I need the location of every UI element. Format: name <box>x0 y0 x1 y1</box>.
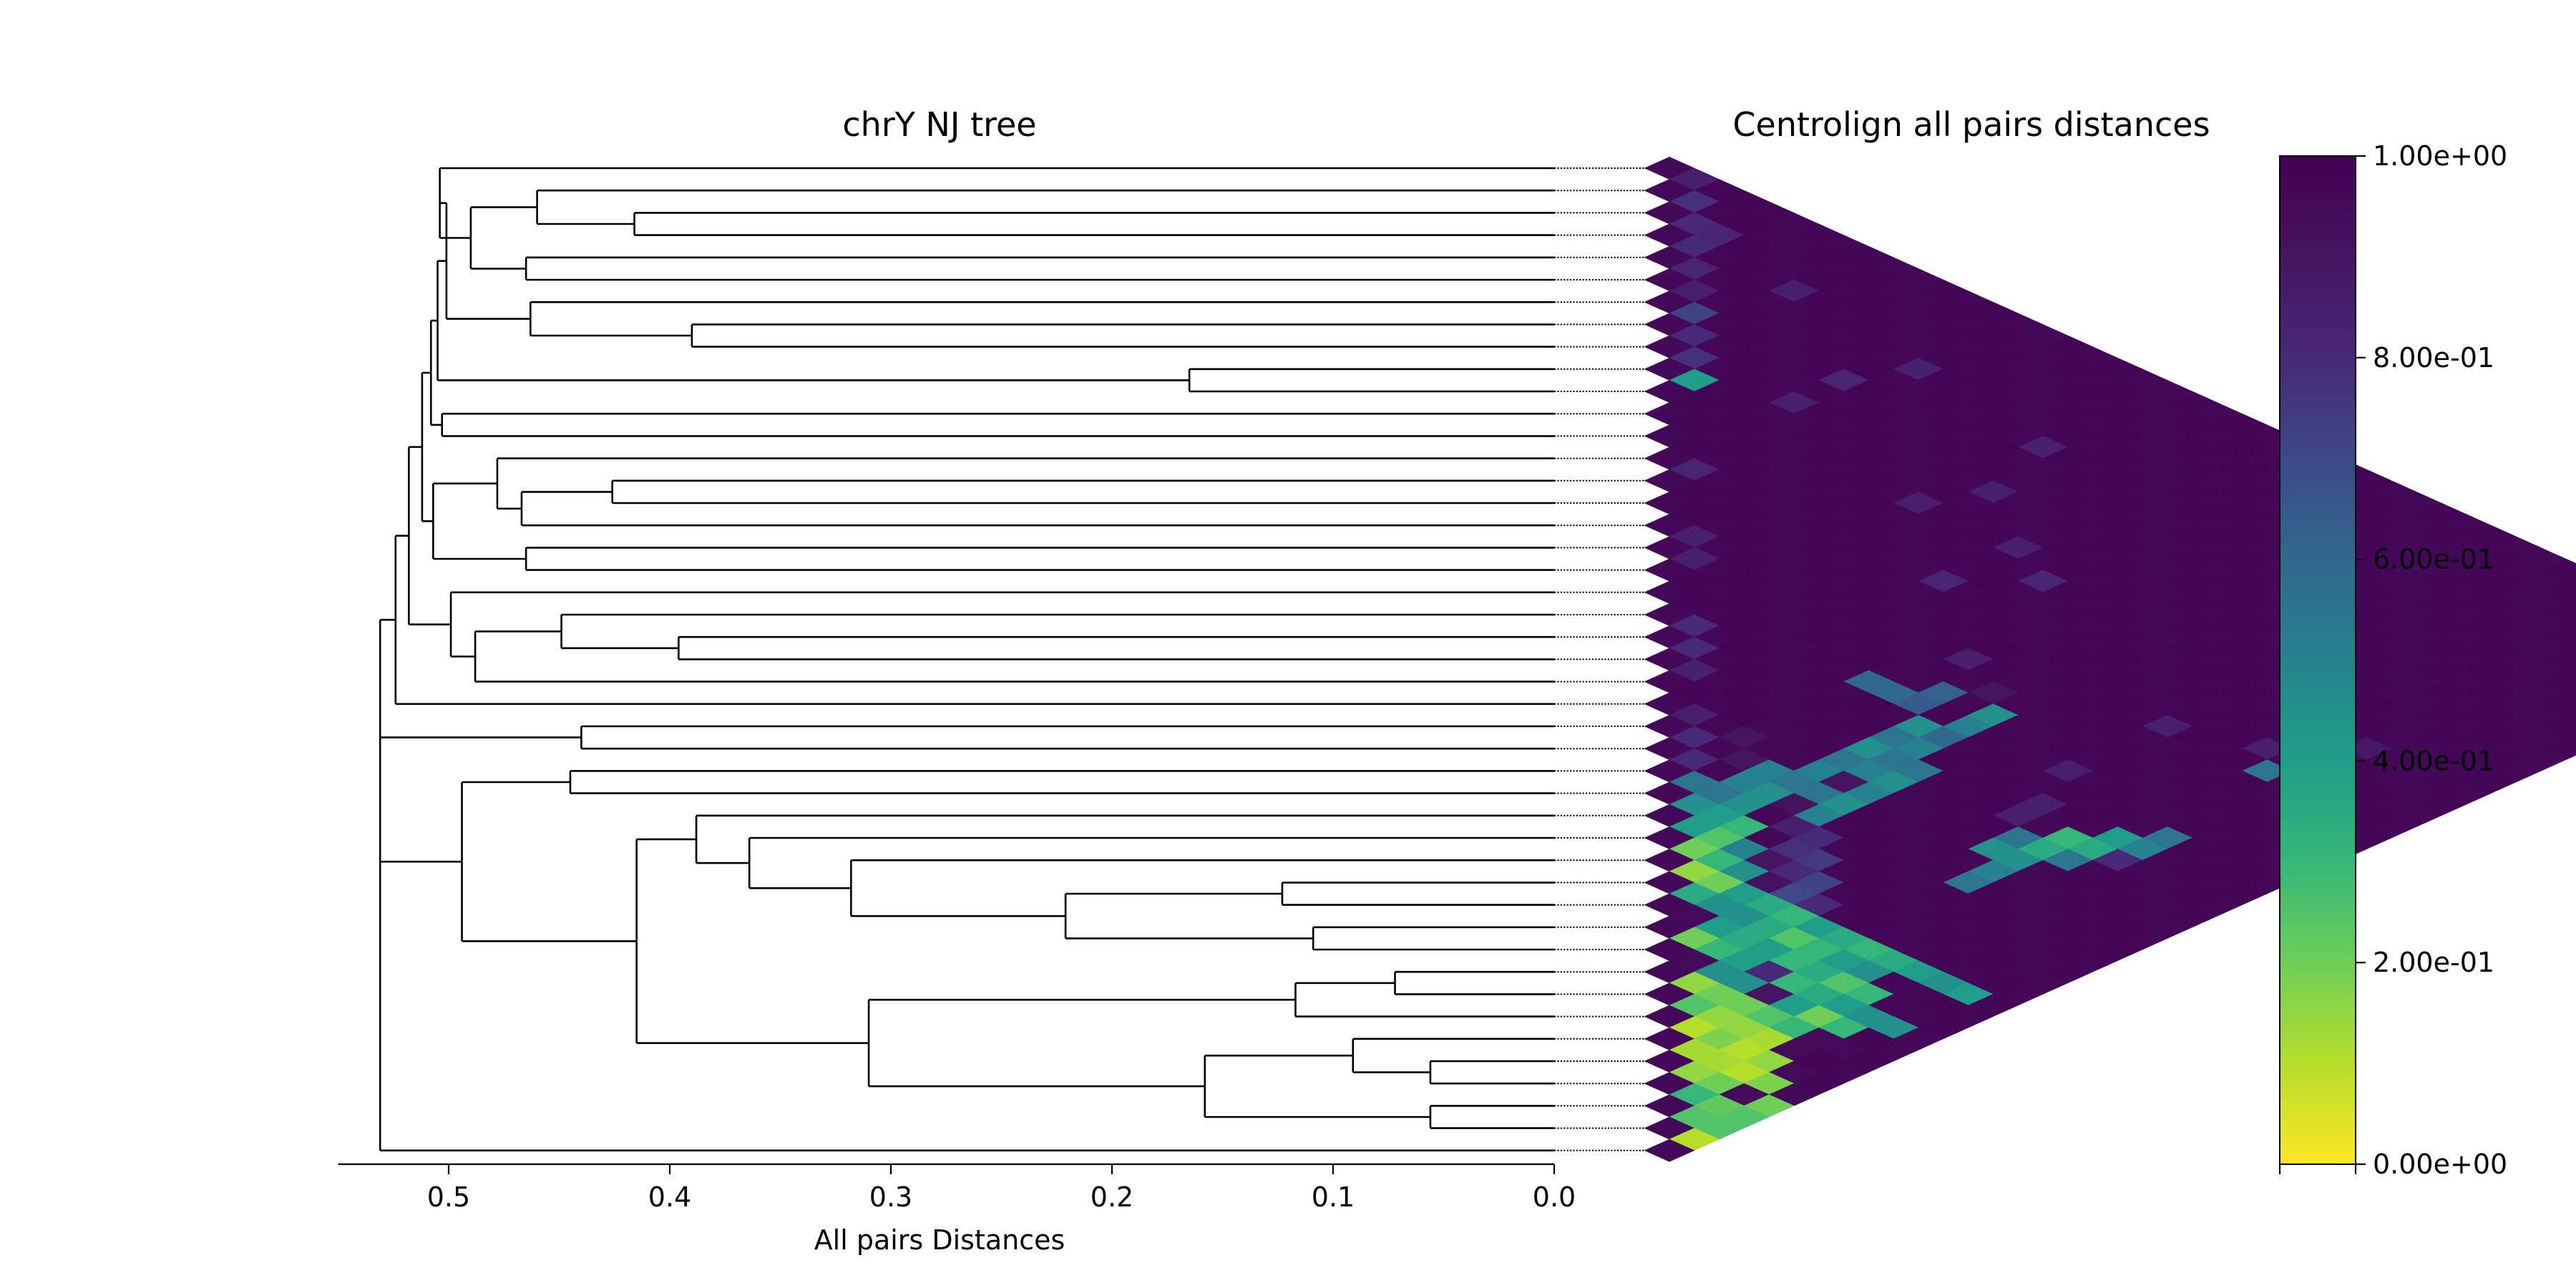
heatmap-cell <box>2565 688 2576 698</box>
tree-x-axis-label: All pairs Distances <box>814 1224 1065 1256</box>
x-tick-label: 0.0 <box>1533 1181 1576 1213</box>
heatmap-cell <box>2565 732 2576 743</box>
colorbar-tick-label: 0.00e+00 <box>2373 1148 2507 1180</box>
heatmap-cell <box>2565 643 2576 653</box>
x-tick-label: 0.4 <box>648 1181 691 1213</box>
heatmap-cell <box>2565 665 2576 675</box>
colorbar-tick-label: 4.00e-01 <box>2373 745 2494 776</box>
heatmap-cell <box>2565 620 2576 631</box>
colorbar-tick-label: 1.00e+00 <box>2373 140 2507 172</box>
heatmap-cell <box>2565 710 2576 721</box>
tree-x-axis: 0.5 0.4 0.3 0.2 0.1 0.0 <box>338 1163 1576 1213</box>
heatmap-cell <box>2565 576 2576 586</box>
tree-title: chrY NJ tree <box>842 105 1036 144</box>
colorbar-tick-label: 8.00e-01 <box>2373 342 2494 374</box>
colorbar: 0.00e+00 2.00e-01 4.00e-01 6.00e-01 8.00e-01… <box>2278 140 2507 1180</box>
dendrogram <box>379 167 1554 1152</box>
colorbar-tick-label: 6.00e-01 <box>2373 544 2494 575</box>
x-tick-label: 0.2 <box>1091 1181 1133 1213</box>
heatmap-cell <box>1644 1138 1695 1162</box>
distance-heatmap <box>1644 157 2576 1162</box>
heatmap-title: Centrolign all pairs distances <box>1732 105 2210 144</box>
colorbar-tick-label: 2.00e-01 <box>2373 947 2494 978</box>
colorbar-gradient <box>2279 155 2356 1165</box>
heatmap-cell <box>2565 598 2576 609</box>
x-tick-label: 0.1 <box>1312 1181 1355 1213</box>
x-tick-label: 0.5 <box>427 1181 470 1213</box>
x-tick-label: 0.3 <box>869 1181 912 1213</box>
